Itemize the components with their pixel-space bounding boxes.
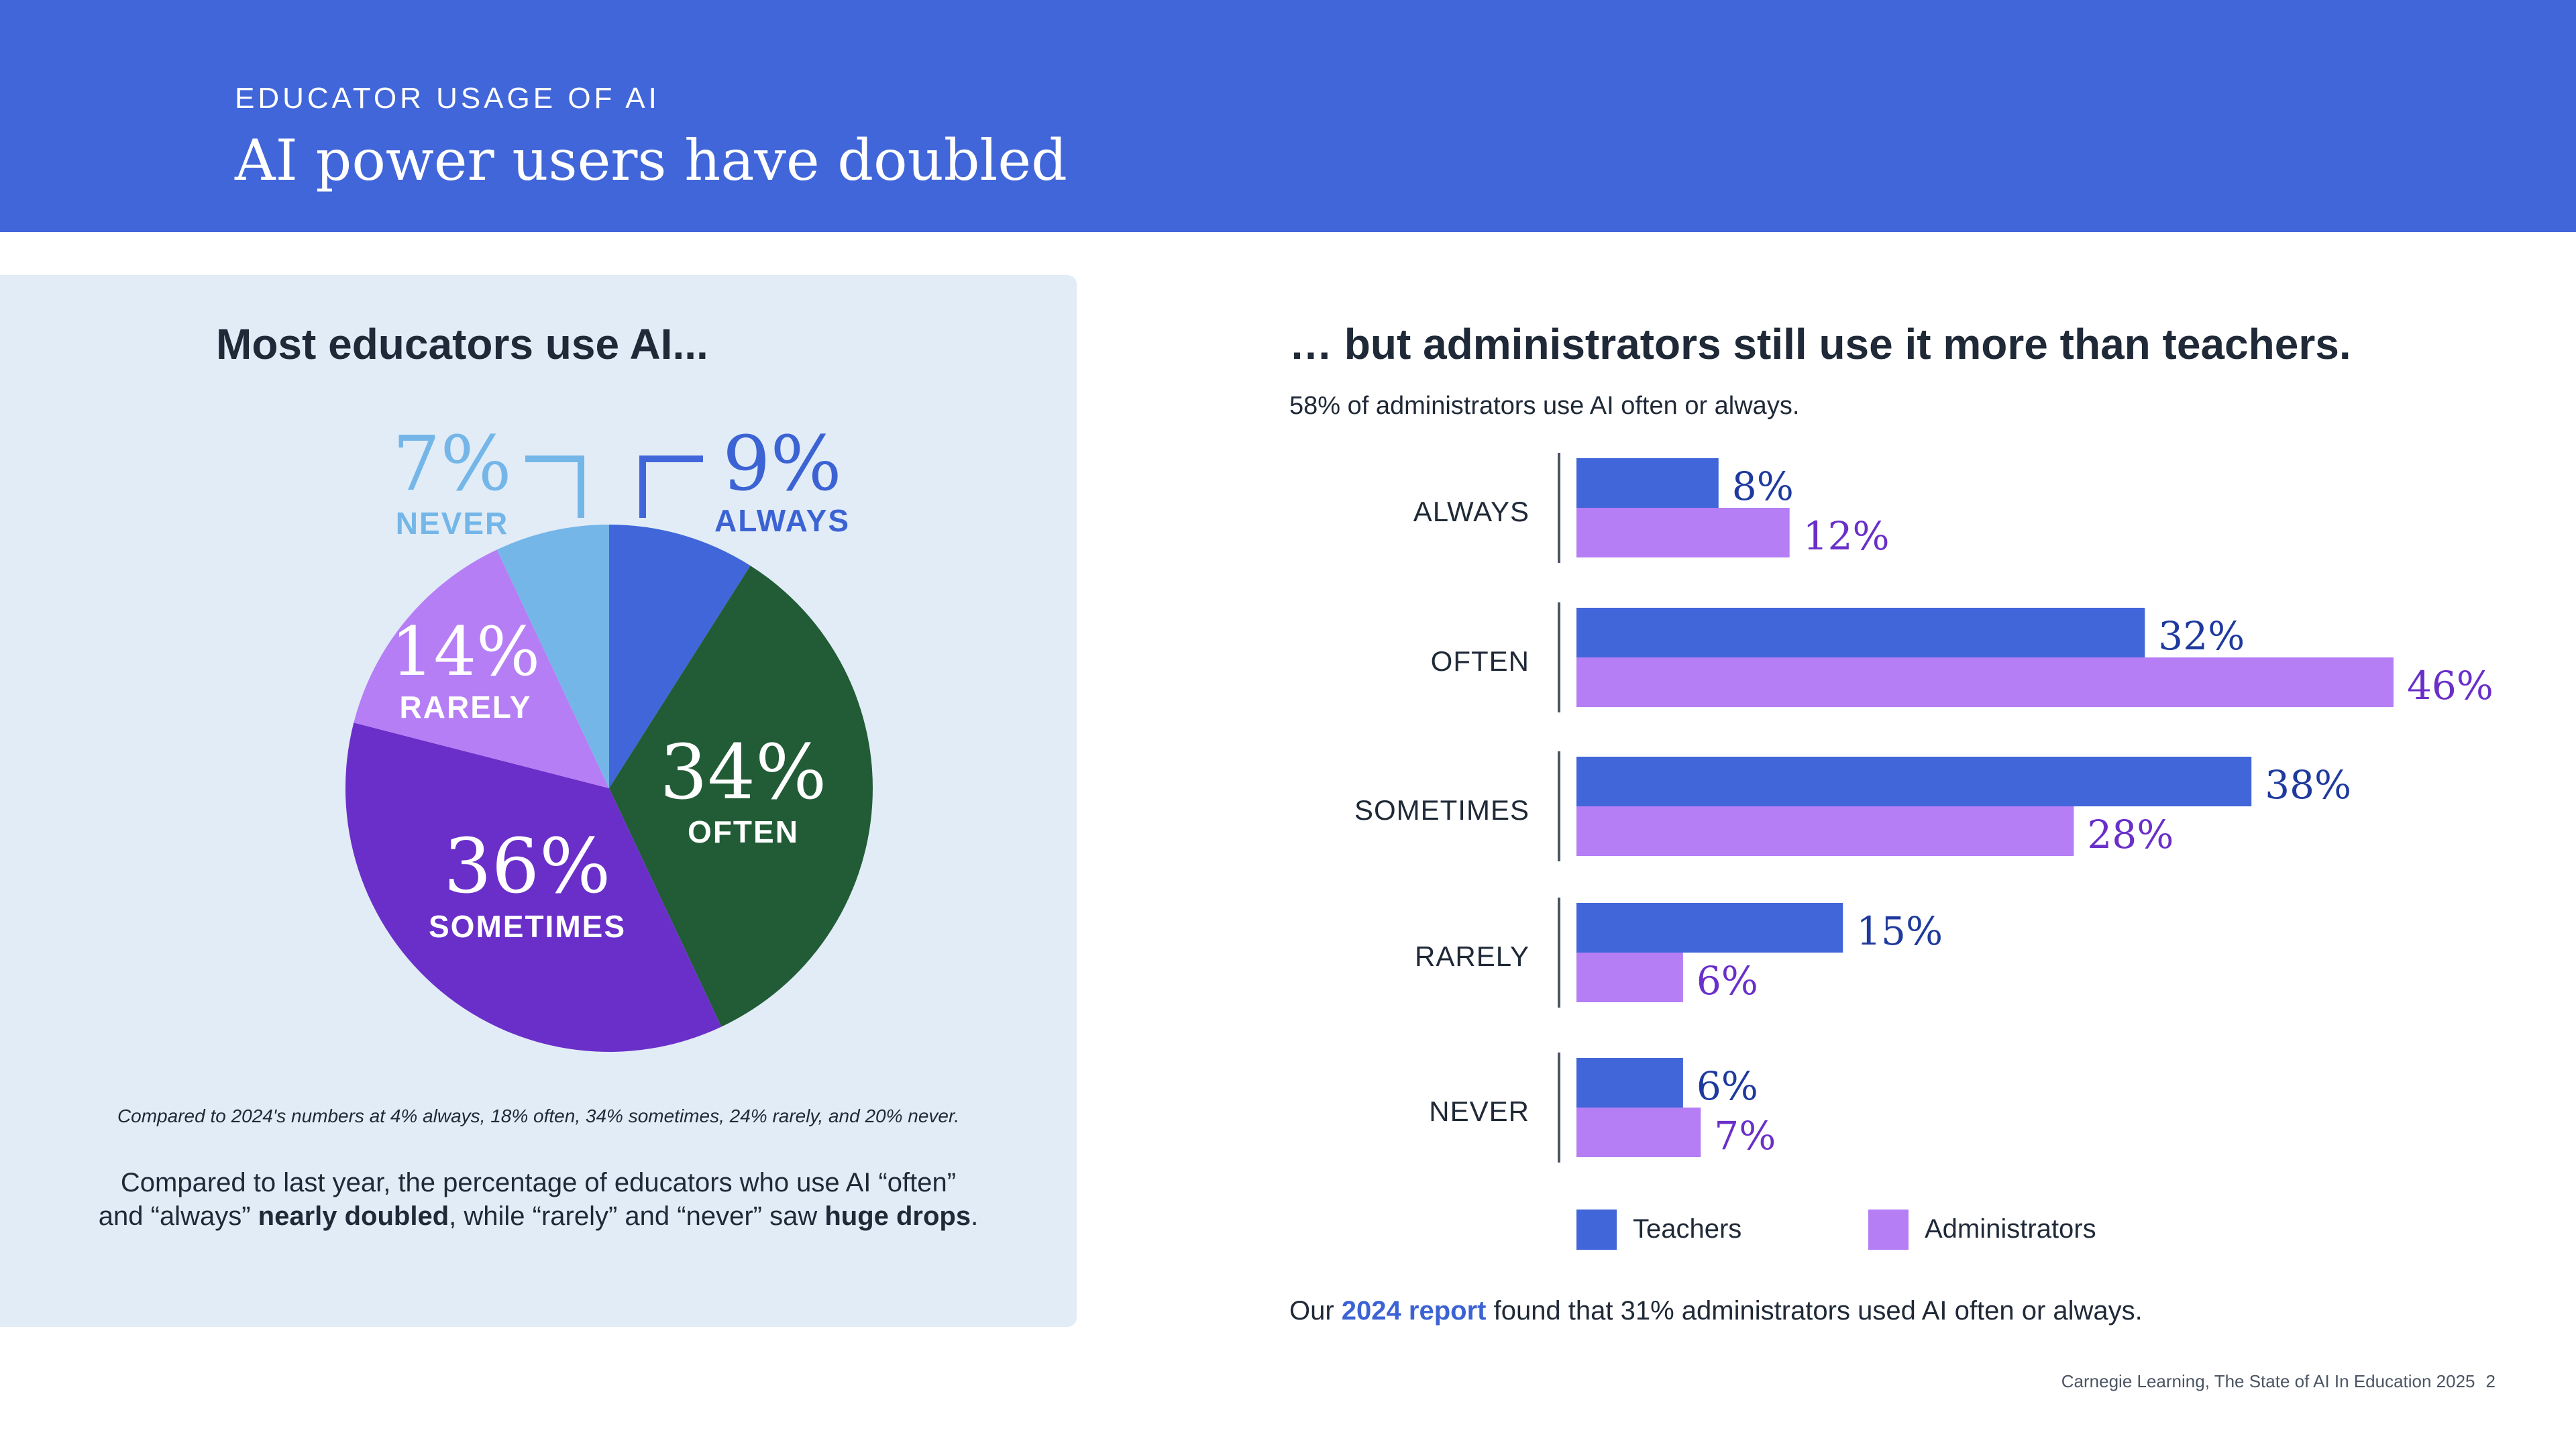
report-link[interactable]: 2024 report — [1341, 1296, 1487, 1326]
legend-label-teachers: Teachers — [1633, 1214, 1742, 1244]
legend-swatch-administrators — [1868, 1210, 1909, 1250]
bar-teachers-sometimes — [1576, 757, 2252, 806]
summary-line1: Compared to last year, the percentage of… — [120, 1168, 957, 1197]
bar-category-never: NEVER — [1429, 1095, 1529, 1127]
bar-administrators-always — [1576, 508, 1790, 557]
bar-label-administrators-often: 46% — [2407, 663, 2493, 708]
bar-administrators-often — [1576, 657, 2394, 707]
bar-label-teachers-often: 32% — [2158, 613, 2245, 659]
summary-bold-drops: huge drops — [824, 1201, 971, 1231]
bar-subtitle: 58% of administrators use AI often or al… — [1289, 392, 1800, 420]
pie-label-sometimes: SOMETIMES — [429, 909, 626, 944]
bar-administrators-sometimes — [1576, 806, 2074, 856]
report-note: Our 2024 report found that 31% administr… — [1289, 1296, 2143, 1326]
pie-value-rarely: 14% — [391, 612, 540, 691]
page-number: 2 — [2485, 1371, 2496, 1391]
pie-label-always: ALWAYS — [714, 503, 850, 538]
bar-label-administrators-always: 12% — [1803, 513, 1890, 559]
pie-value-often: 34% — [660, 729, 827, 816]
summary-bold-doubled: nearly doubled — [258, 1201, 449, 1231]
pie-value-sometimes: 36% — [444, 823, 611, 910]
pie-label-never: NEVER — [396, 506, 508, 541]
bar-label-administrators-sometimes: 28% — [2087, 812, 2174, 857]
bar-category-rarely: RARELY — [1415, 941, 1529, 972]
report-note-before: Our — [1289, 1296, 1342, 1326]
bar-label-administrators-never: 7% — [1714, 1113, 1776, 1159]
bar-administrators-rarely — [1576, 953, 1683, 1002]
pie-label-often: OFTEN — [688, 814, 799, 849]
footer: Carnegie Learning, The State of AI In Ed… — [2051, 1371, 2496, 1392]
bar-heading: … but administrators still use it more t… — [1289, 320, 2351, 368]
bar-label-administrators-rarely: 6% — [1697, 958, 1758, 1004]
leader-line-always — [639, 455, 703, 518]
bar-administrators-never — [1576, 1108, 1701, 1157]
summary-line2-part1: and “always” — [98, 1201, 258, 1231]
bar-label-teachers-sometimes: 38% — [2265, 762, 2351, 808]
bar-label-teachers-always: 8% — [1732, 464, 1794, 509]
bar-category-always: ALWAYS — [1413, 496, 1529, 527]
bar-label-teachers-rarely: 15% — [1856, 908, 1943, 954]
bar-teachers-never — [1576, 1058, 1683, 1108]
pie-heading: Most educators use AI... — [216, 320, 708, 368]
bar-teachers-rarely — [1576, 903, 1843, 953]
summary-line2-part2: , while “rarely” and “never” saw — [449, 1201, 825, 1231]
legend-label-administrators: Administrators — [1925, 1214, 2096, 1244]
pie-label-rarely: RARELY — [400, 690, 532, 724]
header-banner: EDUCATOR USAGE OF AI AI power users have… — [0, 0, 2576, 232]
bar-label-teachers-never: 6% — [1697, 1063, 1758, 1109]
summary-line2-part3: . — [971, 1201, 979, 1231]
page-title: AI power users have doubled — [235, 127, 1067, 193]
pie-slice-sometimes — [345, 722, 722, 1053]
pie-value-always: 9% — [722, 421, 842, 508]
bar-category-sometimes: SOMETIMES — [1354, 794, 1529, 826]
leader-line-never — [525, 455, 584, 518]
eyebrow-label: EDUCATOR USAGE OF AI — [235, 82, 660, 115]
pie-slice-always — [609, 525, 751, 788]
bar-teachers-often — [1576, 608, 2145, 657]
bar-teachers-always — [1576, 458, 1719, 508]
footer-source: Carnegie Learning, The State of AI In Ed… — [2061, 1371, 2475, 1391]
bar-category-often: OFTEN — [1431, 645, 1529, 677]
pie-summary: Compared to last year, the percentage of… — [0, 1166, 1077, 1233]
pie-slice-often — [609, 566, 873, 1027]
report-note-after: found that 31% administrators used AI of… — [1486, 1296, 2143, 1326]
pie-slice-never — [496, 525, 609, 788]
pie-slice-rarely — [354, 549, 609, 788]
pie-footnote-2024: Compared to 2024's numbers at 4% always,… — [117, 1106, 960, 1126]
legend-swatch-teachers — [1576, 1210, 1617, 1250]
pie-value-never: 7% — [392, 421, 512, 508]
